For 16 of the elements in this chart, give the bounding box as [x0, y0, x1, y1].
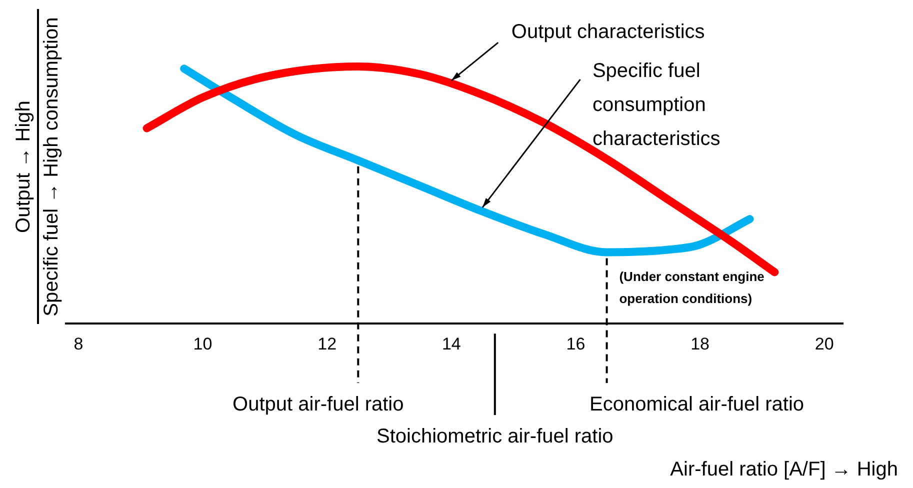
y2-axis-title: Specific fuel → High consumption [40, 17, 63, 316]
x-tick-label: 18 [690, 334, 710, 354]
x-tick-label: 20 [814, 334, 834, 354]
ref-line-label: Stoichiometric air-fuel ratio [376, 426, 614, 448]
ref-line-label: Output air-fuel ratio [232, 394, 404, 416]
text: Air-fuel ratio [A/F] → High [670, 458, 898, 481]
x-tick-label: 8 [74, 334, 84, 354]
x-tick-label: 16 [566, 334, 586, 354]
annotation: Output characteristics [511, 21, 705, 44]
x-tick-label: 10 [193, 334, 212, 354]
annotation: Specific fuel consumption characteristics [592, 60, 720, 150]
annotation: (Under constant engine operation conditions) [619, 269, 764, 306]
y-axis-title: Output → High [12, 100, 35, 233]
x-tick-label: 14 [442, 334, 461, 354]
ref-line-label: Economical air-fuel ratio [590, 394, 804, 416]
x-tick-label: 12 [318, 334, 337, 354]
